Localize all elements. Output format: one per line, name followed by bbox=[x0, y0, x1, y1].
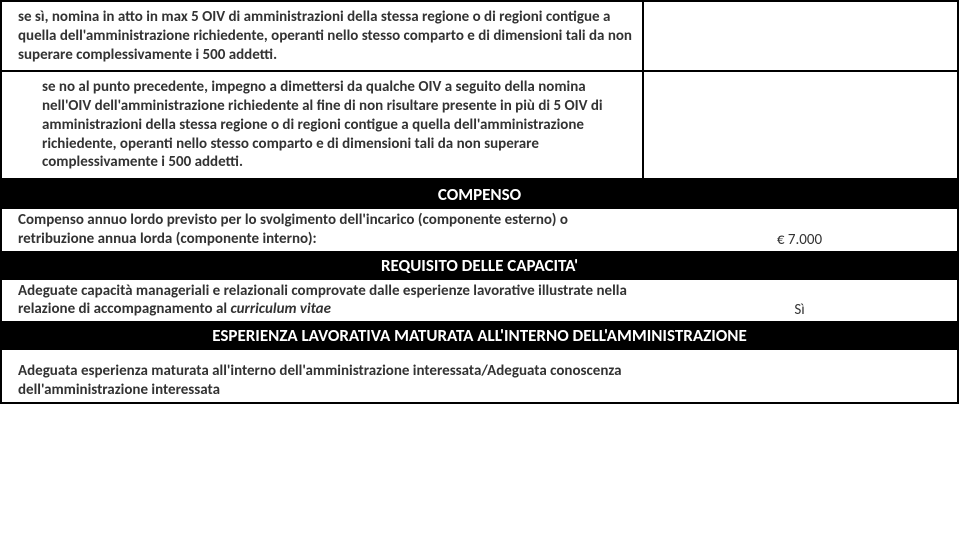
content-row: Adeguate capacità manageriali e relazion… bbox=[2, 280, 957, 322]
section-header-compenso: COMPENSO bbox=[2, 180, 957, 209]
cell-text: Adeguata esperienza maturata all'interno… bbox=[2, 360, 642, 402]
content-row: Compenso annuo lordo previsto per lo svo… bbox=[2, 209, 957, 251]
document-page: se sì, nomina in atto in max 5 OIV di am… bbox=[0, 0, 959, 404]
cell-text: se sì, nomina in atto in max 5 OIV di am… bbox=[2, 2, 642, 70]
table-row: se no al punto precedente, impegno a dim… bbox=[0, 72, 959, 180]
cell-value: € 7.000 bbox=[642, 209, 957, 251]
section-container: COMPENSO Compenso annuo lordo previsto p… bbox=[0, 180, 959, 404]
cell-value: Sì bbox=[642, 280, 957, 322]
cell-text: Adeguate capacità manageriali e relazion… bbox=[2, 280, 642, 322]
text-italic: curriculum vitae bbox=[230, 300, 330, 318]
cell-value bbox=[642, 360, 957, 402]
section-header-esperienza: ESPERIENZA LAVORATIVA MATURATA ALL'INTER… bbox=[2, 321, 957, 350]
section-header-requisito: REQUISITO DELLE CAPACITA' bbox=[2, 251, 957, 280]
cell-value bbox=[642, 72, 957, 178]
content-row: Adeguata esperienza maturata all'interno… bbox=[2, 350, 957, 402]
cell-text: se no al punto precedente, impegno a dim… bbox=[2, 72, 642, 178]
table-row: se sì, nomina in atto in max 5 OIV di am… bbox=[0, 0, 959, 72]
cell-text: Compenso annuo lordo previsto per lo svo… bbox=[2, 209, 642, 251]
cell-value bbox=[642, 2, 957, 70]
